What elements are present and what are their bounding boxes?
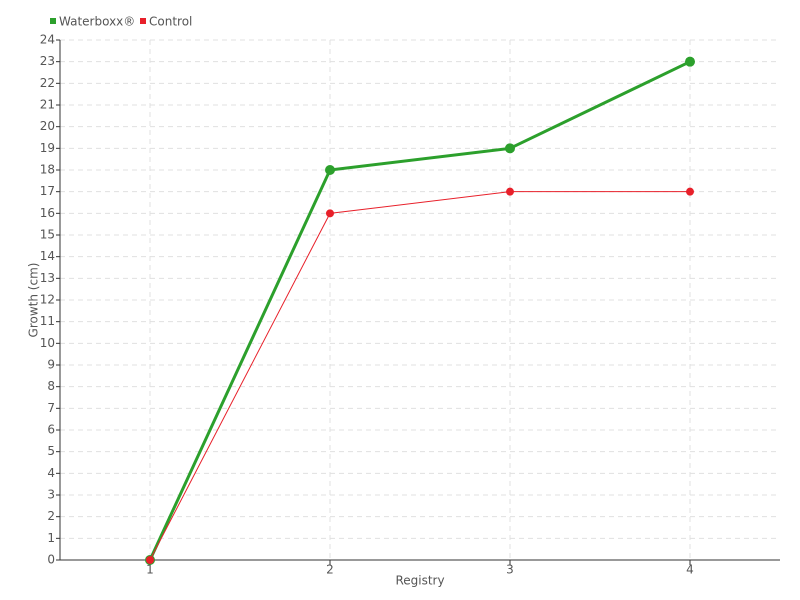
y-tick-label: 20 — [40, 119, 55, 133]
y-tick-label: 7 — [47, 401, 55, 415]
data-point — [325, 165, 335, 175]
legend-label: Waterboxx® — [59, 15, 135, 29]
y-tick-label: 4 — [47, 466, 55, 480]
data-point — [505, 143, 515, 154]
y-tick-label: 0 — [47, 553, 55, 567]
series-line — [149, 191, 690, 561]
y-tick-label: 8 — [47, 379, 55, 393]
y-tick-label: 16 — [40, 206, 55, 220]
y-tick-label: 2 — [47, 509, 55, 523]
x-tick-label: 1 — [146, 563, 154, 577]
data-point — [146, 556, 154, 564]
data-point — [686, 187, 694, 196]
y-tick-label: 9 — [47, 358, 55, 372]
legend-swatch — [50, 18, 56, 24]
y-tick-label: 14 — [40, 249, 55, 263]
x-tick-label: 3 — [506, 563, 514, 577]
y-tick-label: 11 — [40, 314, 55, 328]
y-tick-label: 22 — [40, 76, 55, 90]
y-tick-label: 10 — [40, 336, 55, 350]
y-tick-label: 13 — [40, 271, 55, 285]
legend-swatch — [140, 18, 146, 24]
y-tick-label: 12 — [40, 293, 55, 307]
y-axis-label: Growth (cm) — [27, 263, 41, 338]
data-point — [326, 209, 334, 218]
y-tick-label: 19 — [40, 141, 55, 155]
y-tick-label: 23 — [40, 54, 55, 68]
y-tick-label: 18 — [40, 163, 55, 177]
legend-label: Control — [149, 15, 192, 29]
y-tick-label: 6 — [47, 423, 55, 437]
x-axis-label: Registry — [395, 574, 444, 588]
data-point — [685, 56, 695, 67]
y-tick-label: 17 — [40, 184, 55, 198]
series-line — [148, 60, 691, 561]
y-tick-label: 5 — [47, 444, 55, 458]
y-tick-label: 1 — [47, 531, 55, 545]
y-tick-label: 3 — [47, 488, 55, 502]
data-point — [506, 187, 514, 196]
x-tick-label: 2 — [326, 563, 334, 577]
y-tick-label: 21 — [40, 98, 55, 112]
x-tick-label: 4 — [686, 563, 694, 577]
y-tick-label: 24 — [40, 33, 55, 47]
y-tick-label: 15 — [40, 228, 55, 242]
